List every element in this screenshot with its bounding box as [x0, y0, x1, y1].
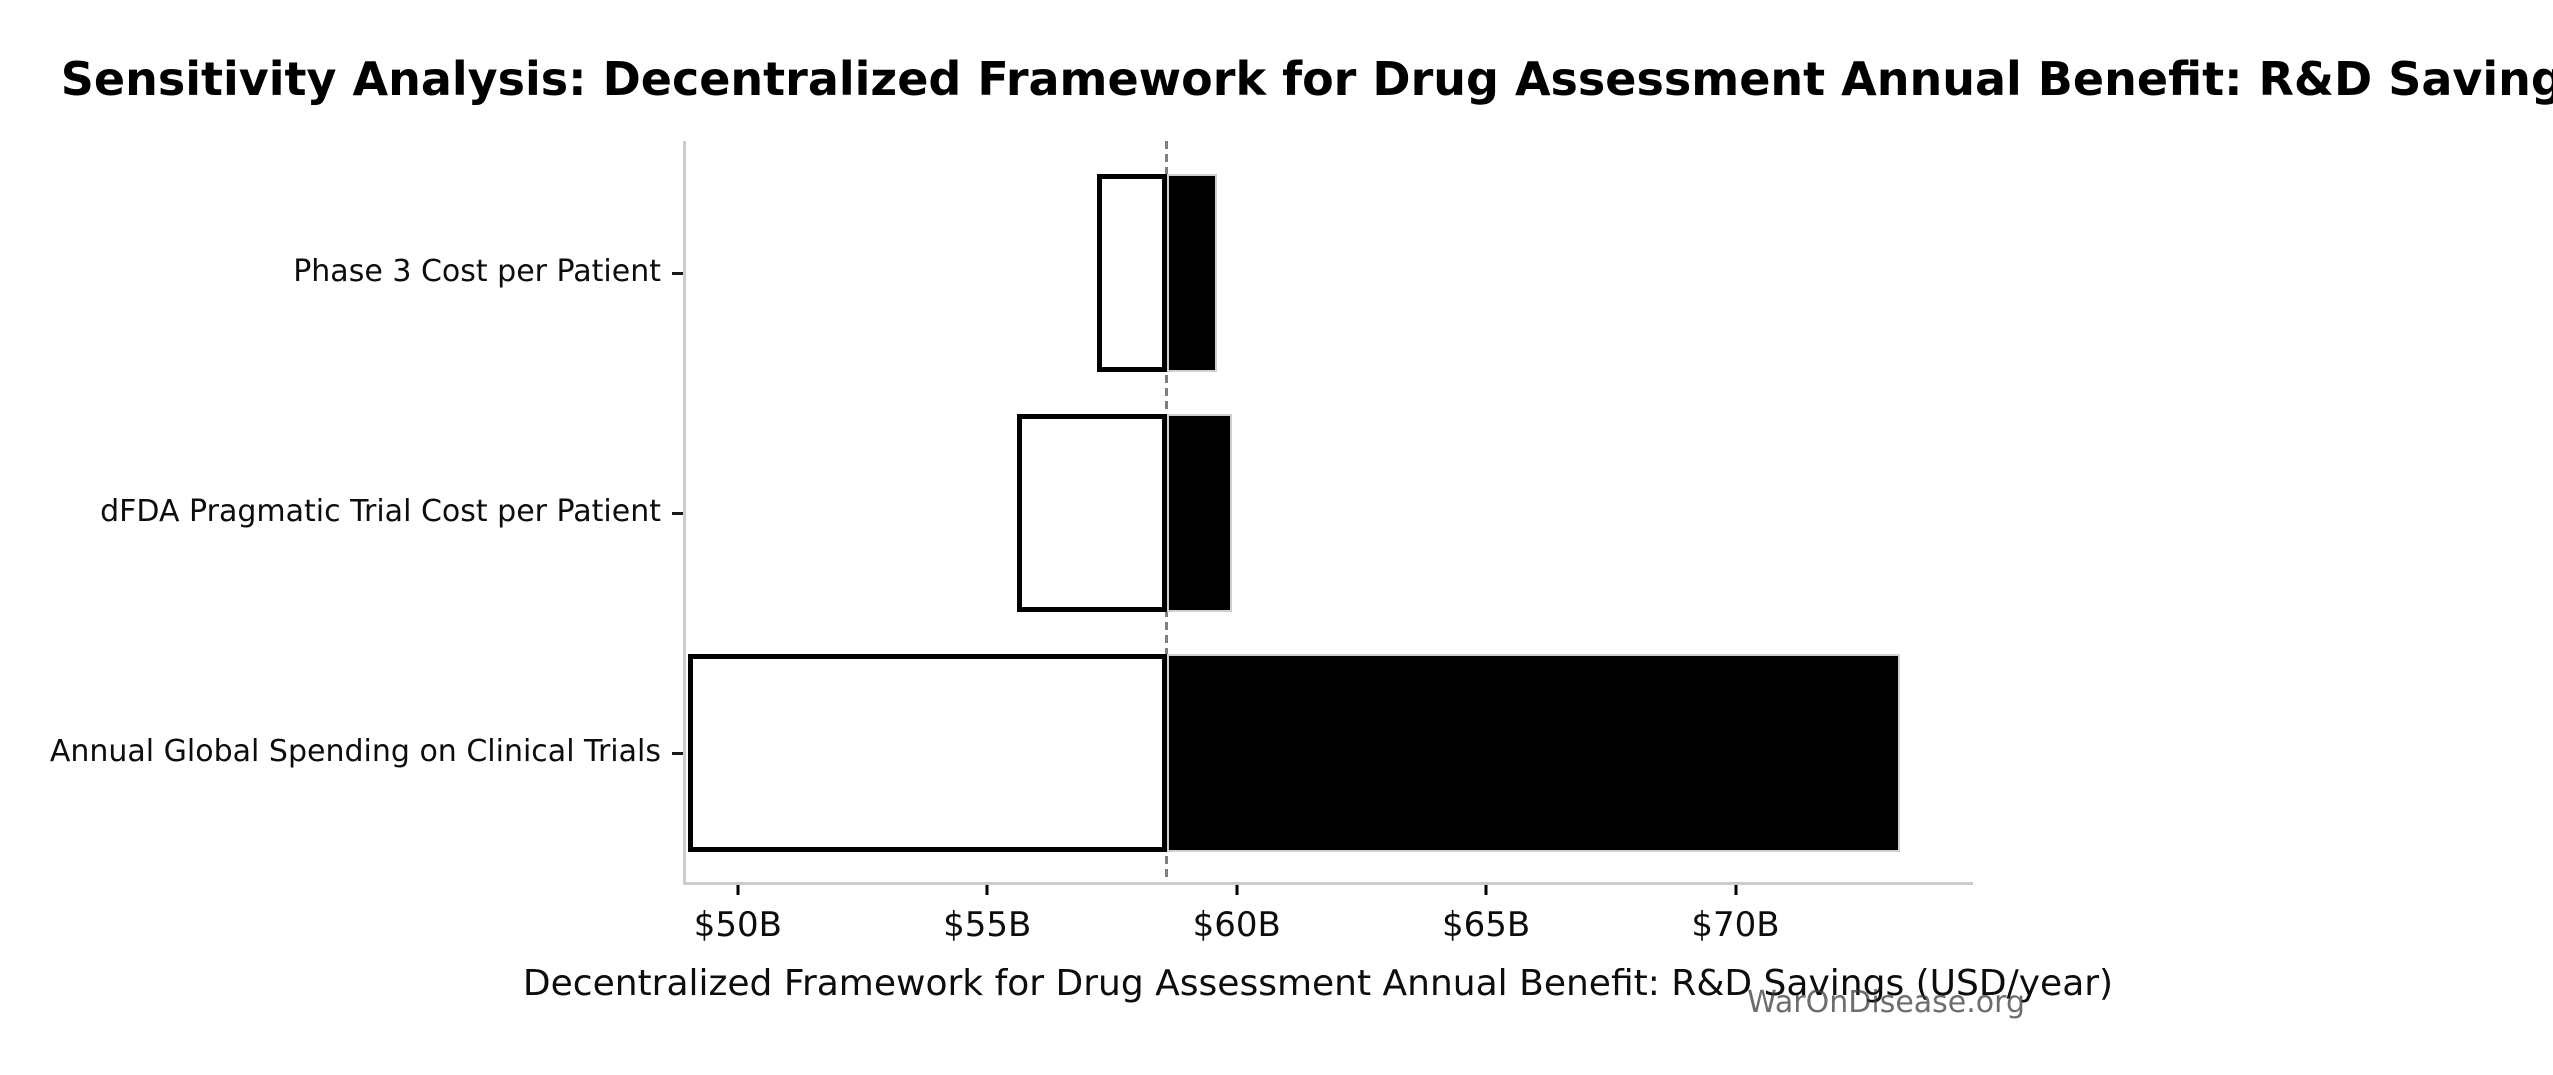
x-axis-tick-mark	[985, 885, 989, 895]
y-axis-category-label: Phase 3 Cost per Patient	[293, 254, 661, 290]
bar-low-segment	[1017, 414, 1167, 612]
y-axis-tick-mark	[672, 511, 683, 515]
x-axis-tick-mark	[1235, 885, 1239, 895]
bar-high-segment	[1166, 174, 1217, 372]
x-axis-spine	[683, 882, 1973, 885]
x-axis-tick-label: $60B	[1192, 905, 1281, 945]
bar-high-segment	[1166, 654, 1901, 852]
bar-low-segment	[687, 654, 1167, 852]
y-axis-tick-mark	[672, 751, 683, 755]
bar-high-segment	[1166, 414, 1232, 612]
x-axis-tick-label: $65B	[1442, 905, 1531, 945]
x-axis-tick-mark	[736, 885, 740, 895]
x-axis-tick-label: $50B	[693, 905, 782, 945]
y-axis-tick-mark	[672, 271, 683, 275]
x-axis-tick-mark	[1734, 885, 1738, 895]
x-axis-tick-label: $55B	[943, 905, 1032, 945]
y-axis-spine	[683, 141, 686, 885]
chart-title: Sensitivity Analysis: Decentralized Fram…	[60, 52, 2553, 106]
y-axis-category-label: Annual Global Spending on Clinical Trial…	[49, 734, 661, 770]
x-axis-tick-mark	[1484, 885, 1488, 895]
x-axis-label: Decentralized Framework for Drug Assessm…	[522, 963, 2114, 1004]
x-axis-tick-label: $70B	[1691, 905, 1780, 945]
bar-low-segment	[1097, 174, 1167, 372]
y-axis-category-label: dFDA Pragmatic Trial Cost per Patient	[100, 494, 661, 530]
watermark: WarOnDisease.org	[1747, 985, 2025, 1020]
